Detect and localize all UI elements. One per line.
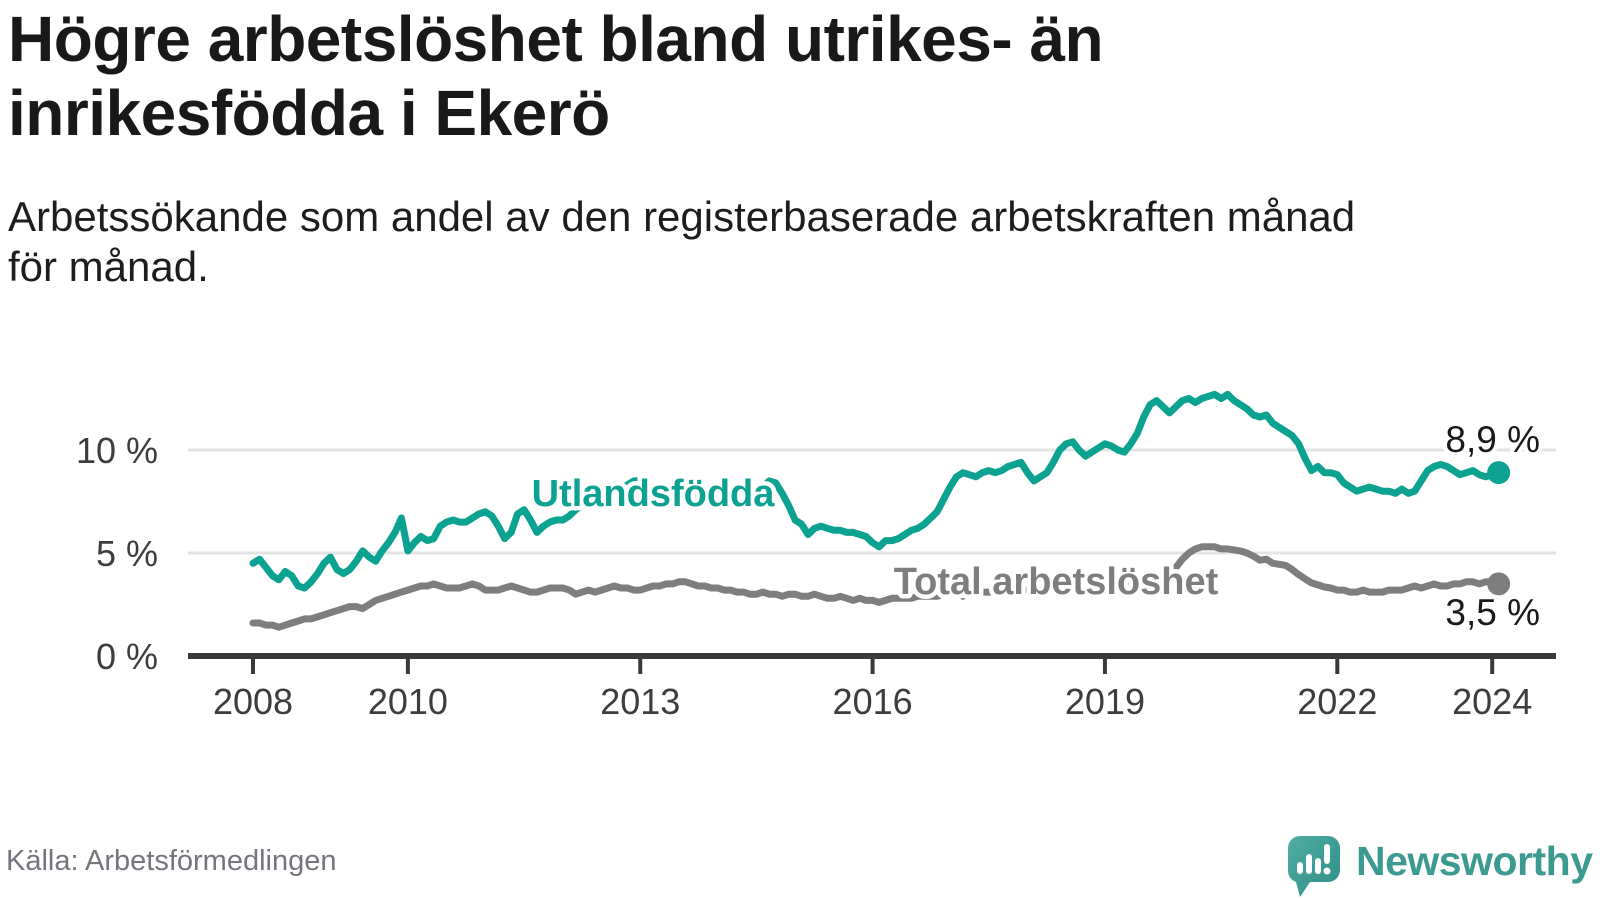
series-end-dot-total — [1487, 572, 1511, 596]
y-axis-tick-label: 5 % — [96, 533, 158, 574]
newsworthy-logo: Newsworthy — [1288, 836, 1593, 900]
title-line-2: inrikesfödda i Ekerö — [8, 77, 610, 149]
x-axis-tick-label: 2010 — [368, 681, 448, 722]
series-end-dot-utlandsfodda — [1487, 461, 1511, 485]
chart-subtitle: Arbetssökande som andel av den registerb… — [8, 192, 1568, 292]
x-axis-tick-label: 2016 — [833, 681, 913, 722]
latest-value-label-total: 3,5 % — [1445, 592, 1540, 633]
subtitle-line-2: för månad. — [8, 243, 209, 290]
series-line-total — [249, 543, 1503, 631]
x-axis-tick-label: 2008 — [213, 681, 293, 722]
title-line-1: Högre arbetslöshet bland utrikes- än — [8, 3, 1104, 75]
y-axis-tick-label: 0 % — [96, 636, 158, 677]
x-axis-tick-label: 2013 — [600, 681, 680, 722]
page-title: Högre arbetslöshet bland utrikes- än inr… — [8, 2, 1288, 150]
series-label-utlandsfodda: Utlandsfödda — [532, 473, 776, 515]
x-axis-tick-label: 2024 — [1452, 681, 1532, 722]
subtitle-line-1: Arbetssökande som andel av den registerb… — [8, 193, 1356, 240]
latest-value-label-utlandsfodda: 8,9 % — [1445, 419, 1540, 460]
y-axis-tick-label: 10 % — [76, 430, 158, 471]
source-credit: Källa: Arbetsförmedlingen — [6, 845, 337, 877]
series-label-total: Total arbetslöshet — [894, 561, 1219, 603]
x-axis-tick-label: 2019 — [1065, 681, 1145, 722]
newsworthy-bubble-icon — [1288, 836, 1340, 897]
series-line-utlandsfodda — [249, 390, 1503, 592]
brand-name: Newsworthy — [1356, 838, 1593, 884]
x-axis-tick-label: 2022 — [1297, 681, 1377, 722]
